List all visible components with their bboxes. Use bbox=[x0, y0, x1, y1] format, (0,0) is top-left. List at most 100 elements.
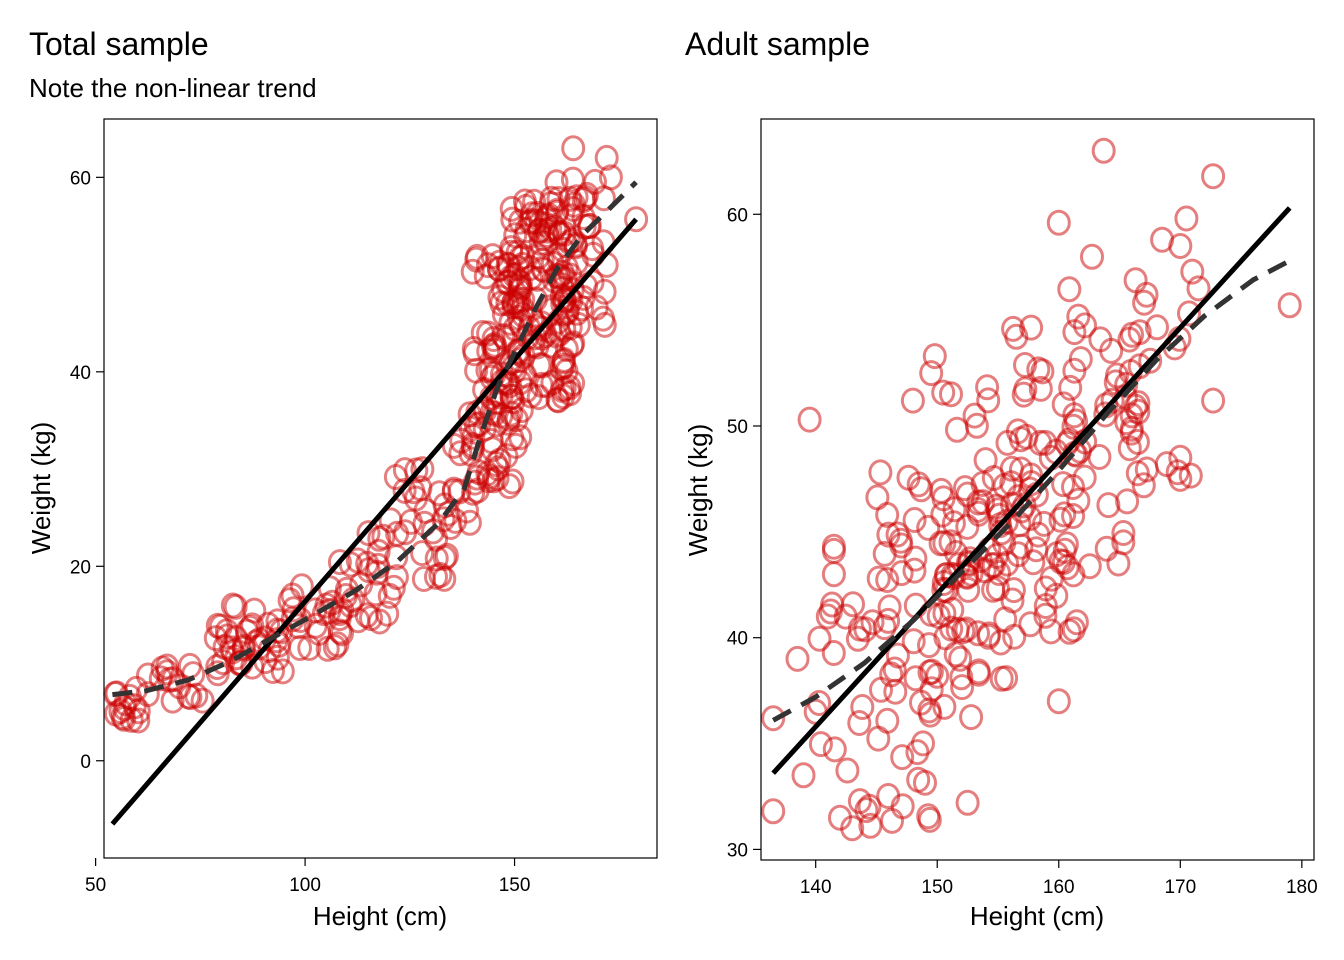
data-point bbox=[367, 608, 392, 635]
data-point bbox=[566, 312, 591, 338]
data-point bbox=[527, 218, 552, 245]
panel-adult-sample: Adult sample 140 150 160 170 180 30 40 50 60 He… bbox=[683, 26, 1318, 931]
data-point bbox=[940, 561, 965, 588]
smooth-fit-line bbox=[771, 258, 1291, 723]
data-point bbox=[1061, 413, 1086, 440]
data-point bbox=[938, 529, 963, 556]
data-point bbox=[1094, 535, 1119, 562]
data-point bbox=[1119, 402, 1144, 429]
data-point bbox=[959, 704, 984, 731]
linear-fit-line bbox=[110, 217, 638, 826]
data-point bbox=[485, 465, 510, 492]
data-point bbox=[1100, 387, 1125, 414]
data-point bbox=[889, 560, 914, 587]
x-ticks-layer: 140 150 160 170 180 bbox=[800, 860, 1318, 898]
data-point bbox=[560, 166, 585, 193]
data-point bbox=[903, 545, 928, 572]
data-point bbox=[791, 762, 816, 789]
data-point bbox=[546, 246, 571, 273]
data-point bbox=[592, 311, 617, 338]
data-point bbox=[876, 607, 901, 634]
data-point bbox=[160, 687, 185, 714]
data-point bbox=[1201, 387, 1226, 414]
data-point bbox=[499, 239, 524, 266]
data-point bbox=[410, 540, 435, 567]
points-layer bbox=[103, 135, 649, 734]
data-point bbox=[110, 704, 135, 730]
data-point bbox=[561, 191, 586, 218]
plot-border bbox=[760, 118, 1315, 861]
data-point bbox=[1006, 541, 1031, 568]
data-point bbox=[410, 456, 435, 483]
y-tick-label: 60 bbox=[70, 168, 91, 189]
data-point bbox=[1057, 618, 1082, 645]
data-point bbox=[1277, 292, 1302, 319]
data-point bbox=[797, 406, 822, 433]
data-point bbox=[858, 812, 883, 839]
data-point bbox=[530, 247, 555, 274]
data-point bbox=[1046, 209, 1071, 236]
data-point bbox=[857, 793, 882, 820]
data-point bbox=[598, 164, 623, 191]
data-point bbox=[526, 384, 551, 411]
x-tick-label: 140 bbox=[800, 877, 832, 898]
data-point bbox=[482, 400, 507, 427]
data-point bbox=[441, 432, 466, 459]
data-point bbox=[919, 360, 944, 387]
data-point bbox=[939, 615, 964, 642]
y-ticks-layer: 30 40 50 60 bbox=[727, 205, 761, 861]
data-point bbox=[909, 689, 933, 716]
data-point bbox=[464, 246, 489, 273]
data-point bbox=[939, 381, 963, 408]
data-point bbox=[902, 507, 927, 533]
data-point bbox=[900, 387, 925, 414]
data-point bbox=[882, 656, 907, 683]
data-point bbox=[821, 561, 846, 588]
data-point bbox=[501, 289, 526, 316]
data-point bbox=[956, 576, 981, 603]
data-point bbox=[925, 662, 950, 689]
data-point bbox=[190, 687, 215, 714]
data-point bbox=[1019, 462, 1044, 489]
data-point bbox=[1051, 391, 1076, 418]
data-point bbox=[500, 468, 525, 495]
data-point bbox=[875, 501, 900, 528]
x-tick-label: 170 bbox=[1164, 877, 1196, 898]
data-point bbox=[1145, 314, 1169, 341]
data-point bbox=[231, 634, 256, 660]
data-point bbox=[544, 262, 569, 289]
data-point bbox=[297, 635, 322, 661]
data-point bbox=[875, 567, 900, 593]
data-point bbox=[1131, 472, 1156, 499]
data-point bbox=[392, 477, 417, 504]
data-point bbox=[868, 459, 893, 486]
x-axis-title: Height (cm) bbox=[970, 901, 1104, 931]
data-point bbox=[973, 447, 998, 474]
data-point bbox=[850, 694, 875, 720]
data-point bbox=[1088, 326, 1113, 353]
data-point bbox=[1087, 444, 1112, 470]
data-point bbox=[866, 725, 891, 752]
data-point bbox=[865, 484, 890, 511]
data-point bbox=[1066, 303, 1091, 330]
data-point bbox=[1052, 501, 1077, 528]
data-point bbox=[866, 565, 891, 592]
data-point bbox=[1134, 281, 1159, 308]
data-point bbox=[1046, 688, 1071, 715]
data-point bbox=[341, 586, 366, 613]
data-point bbox=[1103, 369, 1128, 396]
data-point bbox=[1168, 444, 1193, 471]
data-point bbox=[1077, 553, 1102, 580]
data-point bbox=[533, 211, 558, 238]
data-point bbox=[242, 597, 267, 624]
x-ticks-layer: 50 100 150 bbox=[85, 858, 530, 896]
data-point bbox=[280, 582, 305, 609]
data-point bbox=[919, 658, 944, 685]
data-point bbox=[860, 609, 885, 636]
x-tick-label: 180 bbox=[1286, 877, 1318, 898]
data-point bbox=[381, 574, 406, 601]
smooth-fit-line bbox=[112, 180, 638, 698]
data-point bbox=[987, 560, 1011, 586]
data-point bbox=[931, 379, 956, 406]
data-point bbox=[1114, 409, 1139, 436]
